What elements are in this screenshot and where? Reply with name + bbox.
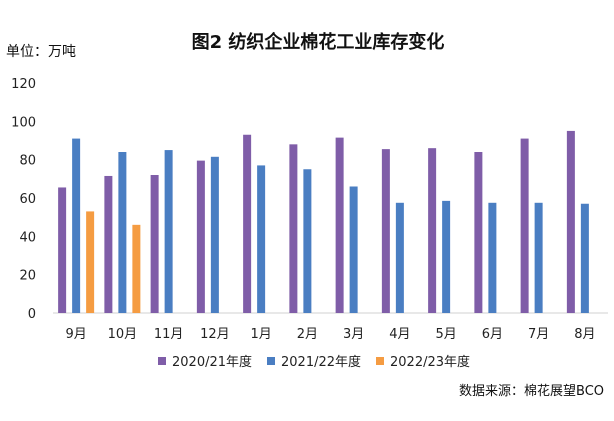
source-note: 数据来源：棉花展望BCO — [459, 383, 604, 399]
x-tick-label: 12月 — [200, 327, 230, 342]
bar — [164, 150, 173, 313]
y-tick-label: 0 — [28, 307, 36, 322]
x-tick-label: 10月 — [108, 327, 138, 342]
x-tick-label: 9月 — [65, 327, 86, 342]
x-axis-ticks: 9月 10月 11月 12月 1月 2月 3月 4月 5月 6月 7月 8月 — [65, 327, 595, 342]
x-tick-label: 11月 — [154, 327, 184, 342]
bar — [580, 203, 589, 313]
bar — [196, 160, 205, 313]
x-tick-label: 8月 — [574, 327, 595, 342]
x-tick-label: 7月 — [528, 327, 549, 342]
bar — [428, 148, 437, 313]
bar — [132, 224, 141, 313]
y-axis-ticks: 0 20 40 60 80 100 120 — [11, 77, 36, 322]
bar — [534, 202, 543, 313]
bar — [520, 138, 529, 313]
bar — [104, 175, 113, 313]
bar — [118, 152, 127, 313]
y-tick-label: 20 — [19, 269, 36, 284]
legend-swatch — [158, 357, 166, 365]
y-tick-label: 40 — [19, 230, 36, 245]
bar — [442, 200, 451, 313]
bar — [150, 175, 159, 313]
x-tick-label: 2月 — [297, 327, 318, 342]
legend-swatch — [267, 357, 275, 365]
y-tick-label: 120 — [11, 77, 36, 92]
bar — [395, 202, 404, 313]
unit-label: 单位：万吨 — [6, 44, 76, 60]
x-tick-label: 5月 — [435, 327, 456, 342]
bar — [566, 130, 575, 313]
legend-label: 2020/21年度 — [172, 354, 252, 370]
bar — [243, 134, 252, 313]
bar — [381, 149, 390, 313]
bar — [58, 187, 67, 313]
x-tick-label: 1月 — [250, 327, 271, 342]
x-tick-label: 6月 — [482, 327, 503, 342]
y-tick-label: 100 — [11, 115, 36, 130]
bar — [474, 152, 483, 313]
legend: 2020/21年度 2021/22年度 2022/23年度 — [158, 354, 470, 370]
y-tick-label: 60 — [19, 192, 36, 207]
bar — [303, 169, 312, 313]
bar — [349, 186, 358, 313]
bar — [210, 156, 219, 313]
bar — [289, 144, 298, 313]
x-tick-label: 4月 — [389, 327, 410, 342]
bar — [257, 165, 266, 313]
legend-label: 2022/23年度 — [390, 354, 470, 370]
y-tick-label: 80 — [19, 154, 36, 169]
legend-swatch — [376, 357, 384, 365]
bar — [86, 211, 95, 313]
chart-title: 图2 纺织企业棉花工业库存变化 — [192, 31, 445, 53]
bar — [488, 202, 497, 313]
legend-label: 2021/22年度 — [281, 354, 361, 370]
bars — [58, 130, 589, 313]
bar — [335, 137, 344, 313]
bar — [72, 138, 81, 313]
x-tick-label: 3月 — [343, 327, 364, 342]
